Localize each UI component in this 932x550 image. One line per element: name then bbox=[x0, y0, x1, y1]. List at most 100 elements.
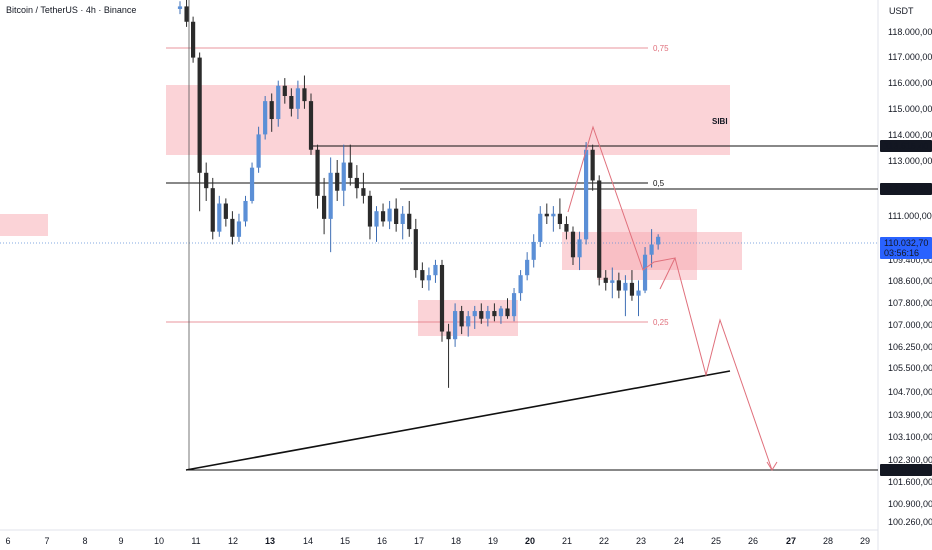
currency-label[interactable]: USDT bbox=[889, 6, 914, 16]
price-tick-label: 118.000,00 bbox=[888, 27, 932, 37]
candle bbox=[433, 259, 438, 283]
candle bbox=[204, 162, 209, 201]
projection-path-lower bbox=[674, 257, 773, 471]
candle-body bbox=[380, 211, 386, 222]
time-tick-label: 9 bbox=[118, 536, 123, 546]
candle-body bbox=[184, 6, 189, 22]
candle-body bbox=[518, 275, 523, 294]
candle bbox=[177, 1, 183, 15]
candle-body bbox=[361, 188, 366, 196]
candle bbox=[223, 198, 228, 227]
candle bbox=[322, 177, 327, 235]
candle-body bbox=[177, 6, 183, 9]
candle bbox=[525, 252, 530, 281]
chart-title: Bitcoin / TetherUS · 4h · Binance bbox=[6, 5, 136, 15]
candle bbox=[584, 142, 589, 245]
time-tick-label: 26 bbox=[748, 536, 758, 546]
candle bbox=[590, 144, 595, 191]
candle-body bbox=[525, 259, 530, 276]
price-badge-bg bbox=[880, 183, 932, 195]
price-tick-label: 103.900,00 bbox=[888, 410, 932, 420]
candle-body bbox=[400, 213, 405, 224]
candle-body bbox=[557, 213, 562, 224]
candle bbox=[623, 275, 628, 317]
candle bbox=[557, 198, 562, 230]
price-tick-label: 117.000,00 bbox=[888, 52, 932, 62]
candle bbox=[230, 211, 235, 245]
candle bbox=[184, 0, 189, 27]
price-badge: 102.019,90 bbox=[880, 464, 932, 476]
candle bbox=[394, 198, 399, 232]
candle bbox=[302, 75, 307, 109]
candle bbox=[354, 165, 359, 199]
time-tick-label: 8 bbox=[82, 536, 87, 546]
time-tick-label: 29 bbox=[860, 536, 870, 546]
price-badge-timer: 03:56:16 bbox=[884, 248, 919, 258]
candle bbox=[335, 160, 340, 201]
candle-body bbox=[603, 277, 608, 283]
candle bbox=[656, 234, 661, 250]
price-badge-bg bbox=[880, 464, 932, 476]
candle bbox=[459, 305, 464, 335]
price-tick-label: 109.400,00 bbox=[888, 255, 932, 265]
candle bbox=[642, 247, 648, 294]
candle-body bbox=[328, 172, 333, 219]
time-tick-label: 13 bbox=[265, 536, 275, 546]
candles-layer bbox=[177, 0, 661, 388]
candle bbox=[518, 270, 523, 301]
time-tick-label: 24 bbox=[674, 536, 684, 546]
time-tick-label: 28 bbox=[823, 536, 833, 546]
candle bbox=[217, 195, 222, 237]
candle-body bbox=[394, 208, 399, 224]
candle bbox=[616, 272, 621, 299]
price-tick-label: 104.700,00 bbox=[888, 387, 932, 397]
candle-body bbox=[642, 254, 648, 291]
candle bbox=[597, 175, 602, 286]
candle-body bbox=[249, 167, 255, 201]
candle bbox=[361, 172, 366, 204]
candle-body bbox=[564, 224, 569, 232]
price-tick-label: 115.000,00 bbox=[888, 104, 932, 114]
candle bbox=[289, 88, 294, 117]
candle bbox=[191, 16, 196, 63]
candle-body bbox=[577, 239, 582, 258]
candle bbox=[374, 206, 379, 242]
projection-path-upper bbox=[567, 125, 676, 290]
candle bbox=[400, 206, 405, 240]
candle-body bbox=[269, 101, 274, 120]
time-tick-label: 25 bbox=[711, 536, 721, 546]
time-tick-label: 17 bbox=[414, 536, 424, 546]
price-badge-bg bbox=[880, 140, 932, 152]
candle bbox=[282, 78, 287, 104]
candle bbox=[472, 305, 477, 329]
time-axis[interactable]: 6 7 8 9 10 11 12 13 14 15 16 17 18 19 20 21 22 23 24 25 26 27… bbox=[5, 536, 870, 546]
price-tick-label: 108.600,00 bbox=[888, 276, 932, 286]
level-label: 0,75 bbox=[653, 44, 669, 53]
time-tick-label: 7 bbox=[44, 536, 49, 546]
candle bbox=[649, 229, 654, 268]
candle-body bbox=[191, 21, 196, 58]
candle-body bbox=[387, 208, 392, 222]
candle bbox=[466, 311, 471, 337]
projection-layer bbox=[567, 125, 778, 471]
candle-body bbox=[590, 149, 595, 181]
zone-label: SIBI bbox=[712, 117, 728, 126]
candle bbox=[636, 280, 641, 317]
candle-body bbox=[498, 308, 504, 317]
price-axis[interactable]: 118.000,00 117.000,00 116.000,00 115.000,00… bbox=[888, 27, 932, 527]
price-tick-label: 107.800,00 bbox=[888, 298, 932, 308]
candle bbox=[328, 157, 333, 253]
price-tick-label: 101.600,00 bbox=[888, 477, 932, 487]
candle-body bbox=[538, 213, 543, 242]
candle bbox=[315, 144, 320, 209]
price-badge: 112.006,38 bbox=[880, 183, 932, 195]
time-tick-label: 16 bbox=[377, 536, 387, 546]
candle bbox=[380, 203, 386, 227]
candle bbox=[446, 323, 451, 388]
time-tick-label: 10 bbox=[154, 536, 164, 546]
price-tick-label: 114.000,00 bbox=[888, 130, 932, 140]
price-tick-label: 111.000,00 bbox=[888, 211, 932, 221]
